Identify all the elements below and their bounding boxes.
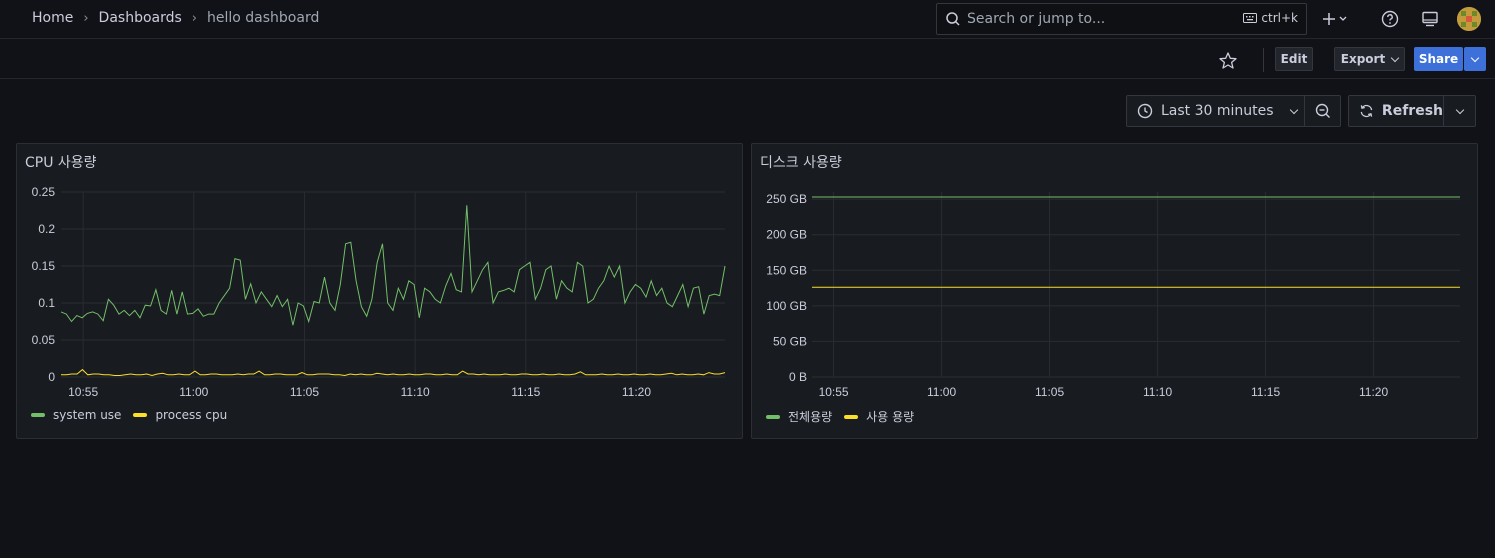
x-tick-label: 11:15: [1251, 385, 1280, 399]
share-dropdown-button[interactable]: [1464, 47, 1486, 71]
edit-button[interactable]: Edit: [1275, 47, 1313, 71]
x-tick-label: 11:05: [290, 385, 319, 399]
panel-title: CPU 사용량: [25, 155, 97, 171]
x-tick-label: 11:20: [622, 385, 651, 399]
x-tick-label: 11:05: [1035, 385, 1064, 399]
y-tick-label: 0.05: [32, 333, 56, 347]
zoom-out-button[interactable]: [1305, 95, 1341, 127]
legend-label: 사용 용량: [866, 410, 915, 424]
x-tick-label: 10:55: [68, 385, 98, 399]
x-tick-label: 11:10: [401, 385, 430, 399]
y-tick-label: 150 GB: [766, 263, 807, 277]
clock-icon: [1137, 103, 1153, 119]
legend-swatch: [133, 413, 148, 417]
x-tick-label: 11:10: [1143, 385, 1172, 399]
refresh-label: Refresh: [1381, 103, 1443, 119]
toolbar-divider: [1263, 48, 1264, 72]
share-button[interactable]: Share: [1414, 47, 1463, 71]
breadcrumb: Home › Dashboards › hello dashboard: [32, 10, 319, 26]
export-button[interactable]: Export: [1334, 47, 1405, 71]
chevron-down-icon: [1390, 53, 1400, 62]
legend-item-total-capacity[interactable]: 전체용량: [766, 408, 832, 425]
legend-swatch: [844, 414, 859, 419]
breadcrumb-current: hello dashboard: [207, 10, 320, 26]
keyboard-icon: [1243, 13, 1258, 23]
time-range-button[interactable]: Last 30 minutes: [1126, 95, 1305, 127]
export-label: Export: [1340, 52, 1386, 66]
chevron-right-icon: ›: [191, 10, 197, 26]
legend-label: 전체용량: [788, 410, 833, 424]
zoom-out-icon: [1315, 103, 1330, 118]
x-tick-label: 10:55: [819, 385, 849, 399]
panel-disk-usage[interactable]: 디스크 사용량 0 B 50 GB 100 GB 150 GB 200 GB 250 GB…: [751, 143, 1478, 439]
search-shortcut: ctrl+k: [1243, 11, 1298, 25]
x-tick-label: 11:20: [1359, 385, 1388, 399]
legend-item-system-use[interactable]: system use: [31, 408, 121, 422]
help-button[interactable]: [1379, 8, 1401, 30]
dashboard-toolbar: [0, 39, 1495, 79]
refresh-icon: [1360, 104, 1373, 118]
y-tick-label: 0: [48, 370, 55, 384]
breadcrumb-home[interactable]: Home: [32, 10, 74, 26]
search-bar[interactable]: Search or jump to... ctrl+k: [936, 3, 1307, 35]
x-tick-label: 11:00: [179, 385, 208, 399]
chart-legend: 전체용량 사용 용량: [766, 408, 926, 425]
legend-label: system use: [53, 408, 122, 422]
help-icon: [1381, 10, 1399, 28]
chevron-down-icon: [1455, 105, 1464, 114]
top-bar: Home › Dashboards › hello dashboard Sear…: [0, 0, 1495, 39]
chart-legend: system use process cpu: [31, 408, 239, 422]
y-tick-label: 0.2: [38, 222, 55, 236]
legend-swatch: [766, 414, 780, 419]
y-tick-label: 0.25: [32, 185, 56, 199]
refresh-button[interactable]: Refresh: [1348, 95, 1444, 127]
y-tick-label: 0.1: [38, 296, 55, 310]
y-tick-label: 0.15: [32, 259, 56, 273]
breadcrumb-dashboards[interactable]: Dashboards: [98, 10, 182, 26]
search-icon: [946, 12, 960, 26]
avatar-image-icon: [1457, 7, 1481, 31]
y-tick-label: 100 GB: [766, 299, 807, 313]
refresh-interval-button[interactable]: [1444, 95, 1476, 127]
legend-swatch: [31, 413, 45, 417]
series-line[interactable]: [60, 205, 726, 326]
avatar[interactable]: [1457, 7, 1481, 31]
refresh-picker: Refresh: [1348, 95, 1476, 127]
y-tick-label: 250 GB: [766, 192, 807, 206]
y-tick-label: 0 B: [789, 370, 807, 384]
time-picker: Last 30 minutes: [1126, 95, 1341, 127]
y-tick-label: 200 GB: [766, 228, 807, 242]
legend-item-used-capacity[interactable]: 사용 용량: [844, 408, 914, 425]
panel-cpu-usage[interactable]: CPU 사용량 0 0.05 0.1 0.15 0.2 0.25 10:55 11:00 11:…: [16, 143, 743, 439]
plus-icon: [1323, 13, 1347, 25]
news-button[interactable]: [1419, 8, 1441, 30]
legend-item-process-cpu[interactable]: process cpu: [133, 408, 227, 422]
x-tick-label: 11:00: [927, 385, 956, 399]
panel-title: 디스크 사용량: [760, 155, 842, 171]
y-tick-label: 50 GB: [773, 334, 807, 348]
search-placeholder: Search or jump to...: [967, 11, 1106, 27]
disk-usage-chart[interactable]: 0 B 50 GB 100 GB 150 GB 200 GB 250 GB 10:55 11:…: [752, 144, 1479, 440]
legend-label: process cpu: [155, 408, 228, 422]
chevron-down-icon: [1289, 105, 1298, 114]
monitor-icon: [1422, 11, 1438, 27]
time-range-label: Last 30 minutes: [1161, 103, 1274, 119]
star-icon[interactable]: [1218, 51, 1238, 71]
cpu-usage-chart[interactable]: 0 0.05 0.1 0.15 0.2 0.25 10:55 11:00 11:05 11:10 1…: [17, 144, 744, 440]
x-tick-label: 11:15: [511, 385, 540, 399]
chevron-down-icon: [1470, 53, 1480, 62]
chevron-right-icon: ›: [83, 10, 89, 26]
new-menu-button[interactable]: [1320, 8, 1354, 30]
series-line[interactable]: [61, 368, 726, 377]
shortcut-label: ctrl+k: [1261, 11, 1298, 25]
